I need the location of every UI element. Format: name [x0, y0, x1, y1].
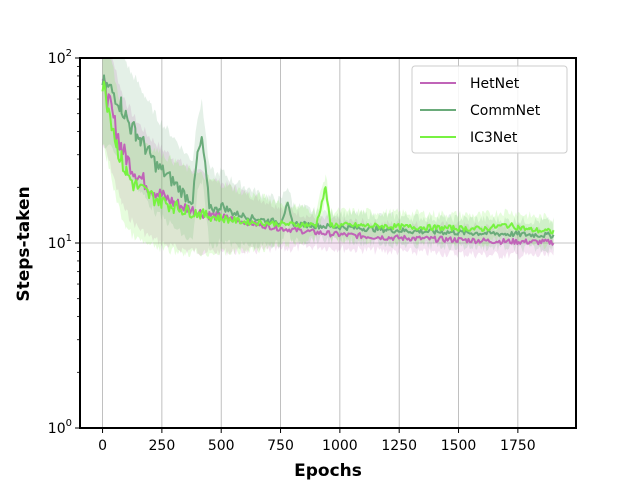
legend-box [411, 65, 568, 154]
axis-ticks: 0 250 500 750 1000 1250 1500 1750 100 101 102 [48, 48, 536, 454]
x-tick-label: 750 [267, 438, 294, 454]
y-tick-label: 100 [48, 418, 72, 437]
x-tick-label: 250 [149, 438, 176, 454]
series-band-commnet [102, 58, 554, 254]
x-tick-label: 1500 [441, 438, 477, 454]
series-line-ic3net [101, 80, 555, 235]
x-tick-label: 1000 [322, 438, 358, 454]
legend-label-commnet: CommNet [470, 103, 541, 119]
y-tick-label: 101 [48, 233, 72, 252]
x-tick-label: 1250 [381, 438, 417, 454]
legend-label-hetnet: HetNet [470, 76, 520, 92]
series-lines [101, 74, 555, 246]
legend: HetNet CommNet IC3Net [411, 65, 568, 154]
series-line-commnet [101, 74, 555, 239]
series-line-hetnet [101, 76, 555, 246]
x-tick-label: 500 [208, 438, 235, 454]
x-axis-title: Epochs [294, 461, 362, 480]
x-tick-label: 0 [98, 438, 107, 454]
y-tick-label: 102 [48, 48, 72, 67]
x-tick-label: 1750 [500, 438, 536, 454]
legend-label-ic3net: IC3Net [470, 130, 518, 146]
y-axis-title: Steps-taken [14, 186, 34, 301]
